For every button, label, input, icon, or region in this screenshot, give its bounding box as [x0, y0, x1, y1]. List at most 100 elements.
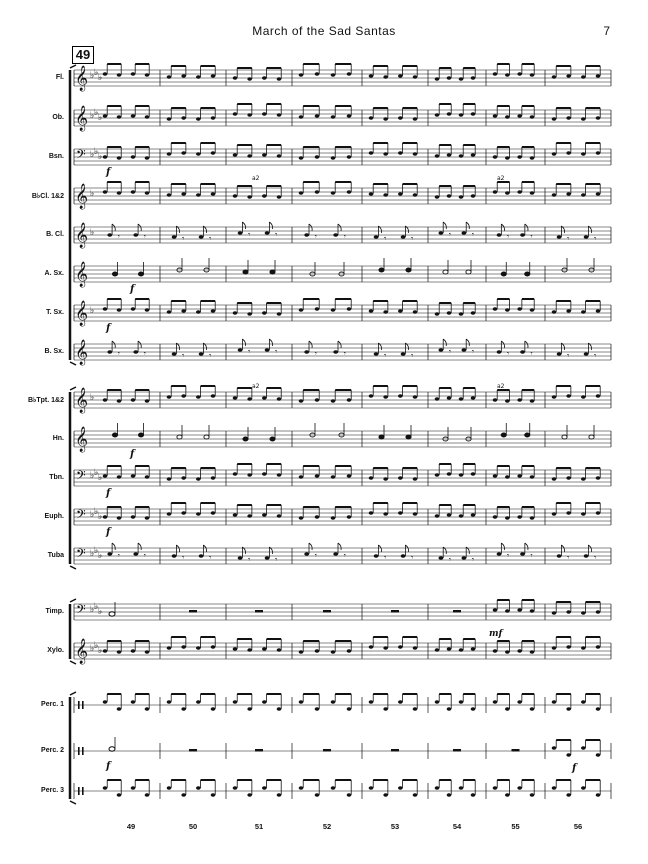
eighth-rest: 𝄾 [315, 232, 317, 241]
note-head [461, 231, 467, 235]
note-head [196, 512, 201, 516]
key-signature-flat: ♭ [90, 605, 94, 615]
note-head [144, 73, 150, 77]
note-head [298, 516, 304, 520]
eighth-rest: 𝄾 [344, 551, 346, 560]
note-head [517, 114, 522, 118]
dynamic-marking: f [571, 763, 578, 774]
eighth-rest: 𝄾 [144, 349, 146, 358]
note-head [398, 394, 403, 398]
note-head [566, 394, 571, 398]
note-head [196, 477, 201, 481]
note-head [181, 151, 186, 155]
whole-rest [323, 610, 331, 613]
key-signature-flat: ♭ [98, 113, 102, 123]
note-head [517, 649, 522, 653]
note-flag [308, 223, 313, 232]
note-head [517, 72, 522, 76]
note-head [398, 645, 403, 649]
note-head [551, 310, 557, 314]
note-head [330, 73, 336, 77]
key-signature-flat: ♭ [90, 189, 94, 199]
eighth-rest: 𝄾 [384, 553, 386, 562]
note-head [383, 707, 388, 711]
note-head [298, 475, 304, 479]
key-signature-flat: ♭ [94, 68, 98, 78]
note-head [595, 511, 601, 515]
a2-marking: a2 [252, 383, 260, 390]
note-flag [588, 544, 592, 553]
note-head [524, 271, 531, 277]
note-head [581, 117, 586, 121]
note-head [398, 786, 403, 790]
note-head [368, 700, 374, 704]
note-head [181, 645, 186, 649]
note-head [108, 746, 116, 752]
eighth-rest: 𝄾 [275, 347, 277, 356]
measure-number: 52 [322, 822, 332, 831]
note-head [314, 515, 320, 519]
note-head [470, 647, 476, 651]
note-head [210, 394, 216, 398]
note-head [551, 117, 557, 121]
note-head [581, 700, 586, 704]
note-head [434, 195, 440, 199]
note-head [232, 311, 238, 315]
note-head [551, 512, 557, 516]
treble-clef: 𝄞 [75, 105, 88, 131]
note-head [166, 512, 172, 516]
note-head [102, 307, 108, 311]
note-head [102, 649, 108, 653]
note-head [566, 610, 571, 614]
note-head [500, 432, 507, 438]
note-head [412, 477, 418, 481]
note-head [412, 193, 418, 197]
note-head [566, 192, 571, 196]
percussion-clef [82, 747, 84, 755]
note-head [330, 156, 336, 160]
whole-rest [255, 749, 263, 752]
note-head [314, 307, 320, 311]
note-head [551, 700, 557, 704]
note-head [262, 76, 267, 80]
note-head [181, 309, 186, 313]
note-flag [308, 340, 313, 349]
note-head [171, 352, 177, 356]
note-head [116, 156, 122, 160]
eighth-rest: 𝄾 [182, 553, 184, 562]
note-head [492, 700, 498, 704]
note-head [561, 434, 568, 440]
note-head [458, 312, 464, 316]
key-signature-flat: ♭ [90, 111, 94, 121]
note-head [247, 707, 252, 711]
instrument-label: B. Cl. [46, 231, 64, 238]
note-head [130, 72, 136, 76]
note-head [130, 155, 136, 159]
note-head [247, 195, 252, 199]
note-head [492, 649, 498, 653]
note-head [210, 192, 216, 196]
note-flag [442, 546, 447, 555]
note-flag [337, 223, 342, 232]
note-head [551, 611, 557, 615]
note-head [581, 512, 586, 516]
keyboard-bracket-top [69, 598, 77, 603]
note-head [166, 786, 172, 790]
eighth-rest: 𝄾 [567, 553, 569, 562]
note-head [262, 700, 267, 704]
note-head [210, 309, 216, 313]
note-head [181, 74, 186, 78]
note-flag [561, 342, 565, 351]
note-head [551, 152, 557, 156]
note-head [298, 399, 304, 403]
note-head [588, 434, 595, 440]
eighth-rest: 𝄾 [594, 234, 596, 243]
note-head [330, 115, 336, 119]
note-head [595, 192, 601, 196]
note-head [520, 552, 525, 556]
note-head [314, 398, 320, 402]
note-head [529, 115, 535, 119]
note-head [181, 511, 186, 515]
note-flag [524, 340, 529, 349]
note-head [144, 650, 150, 654]
